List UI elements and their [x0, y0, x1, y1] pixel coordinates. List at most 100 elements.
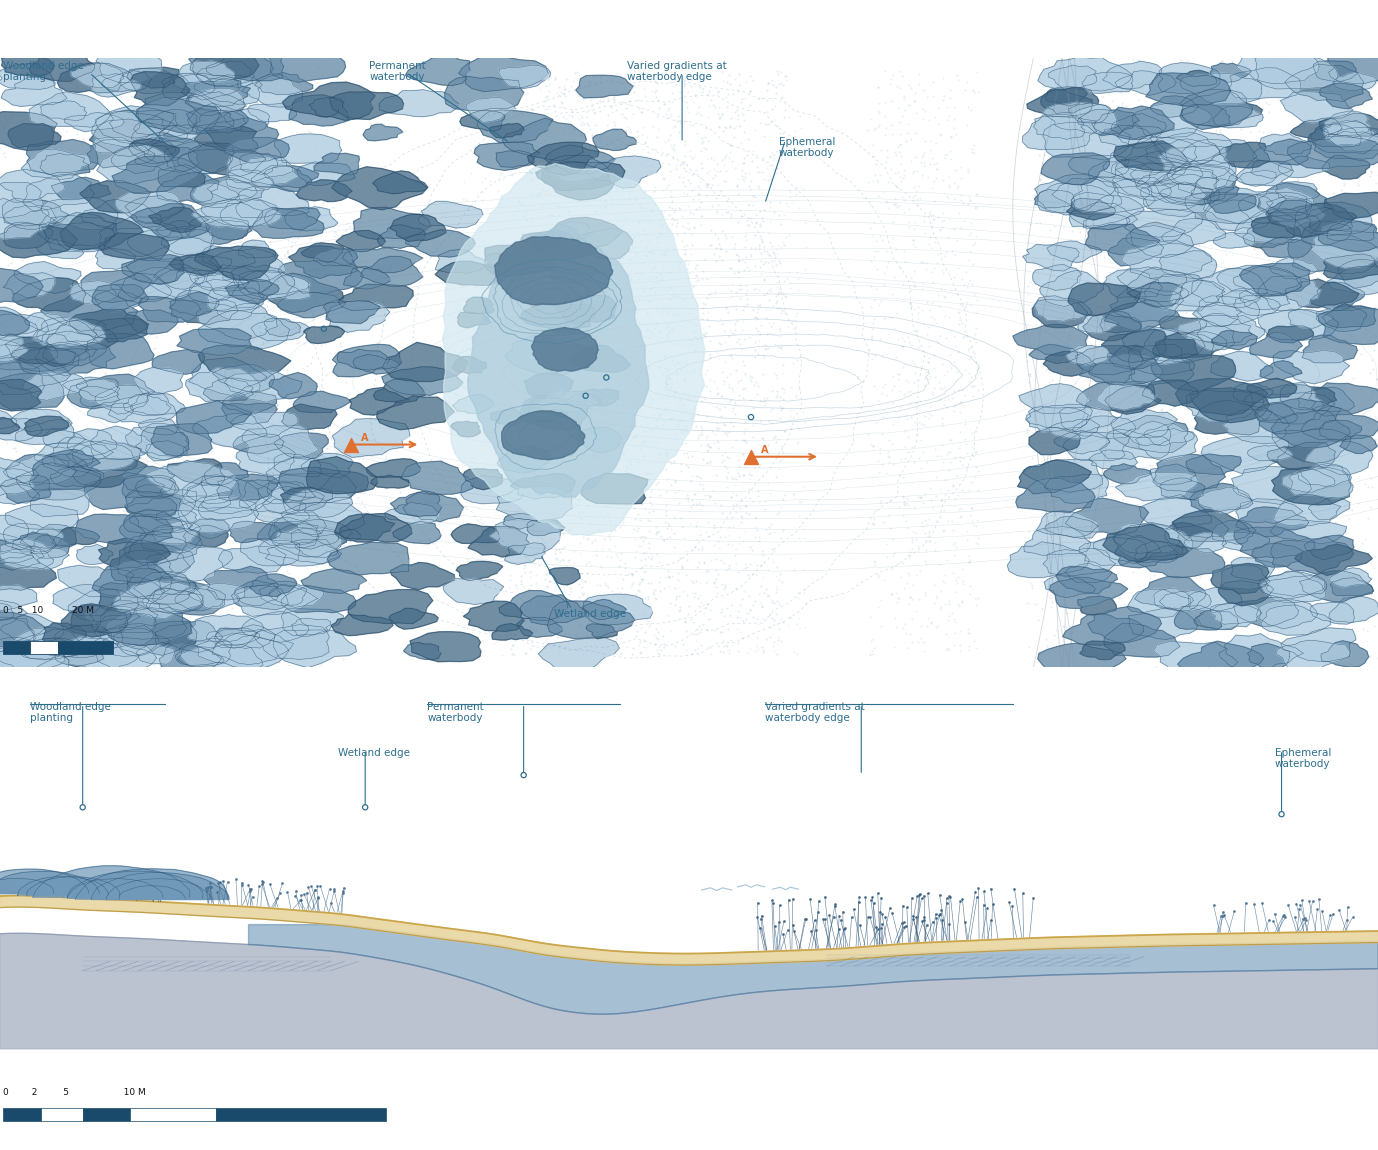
Point [633, 167, 655, 185]
Point [182, 438, 204, 457]
Point [1031, 512, 1053, 530]
Point [508, 524, 531, 543]
Point [0, 435, 18, 453]
Point [526, 332, 548, 351]
Point [908, 338, 930, 356]
Point [17, 85, 39, 104]
Point [732, 612, 754, 630]
Point [1049, 452, 1071, 470]
Point [1364, 407, 1378, 426]
Polygon shape [294, 391, 351, 413]
Point [1259, 191, 1282, 209]
Point [752, 446, 774, 465]
Polygon shape [119, 69, 174, 94]
Point [209, 393, 232, 412]
Point [169, 205, 192, 223]
Polygon shape [51, 177, 112, 200]
Point [834, 919, 856, 937]
Point [766, 244, 788, 262]
Polygon shape [18, 348, 76, 371]
Point [1180, 251, 1202, 269]
Point [703, 151, 725, 169]
Point [65, 141, 87, 160]
Polygon shape [1324, 192, 1378, 220]
Point [588, 315, 610, 334]
Point [508, 339, 531, 358]
Point [1153, 361, 1175, 380]
Point [276, 561, 298, 580]
Polygon shape [435, 250, 486, 274]
Point [1203, 896, 1225, 914]
Point [325, 636, 347, 654]
Polygon shape [1159, 251, 1217, 278]
Point [106, 346, 128, 365]
Point [225, 94, 247, 113]
Point [889, 79, 911, 98]
Point [732, 300, 754, 319]
Point [1257, 616, 1279, 635]
Point [533, 132, 555, 151]
Polygon shape [236, 444, 295, 475]
Point [573, 115, 595, 133]
Point [1084, 336, 1107, 354]
Point [227, 271, 249, 290]
Polygon shape [1287, 136, 1378, 169]
Point [540, 206, 562, 224]
Point [754, 397, 776, 415]
Point [1025, 596, 1047, 614]
Point [1276, 539, 1298, 558]
Point [222, 169, 244, 187]
Point [606, 271, 628, 290]
Point [747, 236, 769, 254]
Point [863, 552, 885, 570]
Point [333, 623, 356, 642]
Point [564, 486, 586, 505]
Point [759, 515, 781, 534]
Point [1277, 365, 1299, 383]
Point [510, 473, 532, 491]
Point [1180, 263, 1202, 282]
Point [599, 290, 621, 308]
Point [561, 338, 583, 356]
Point [259, 597, 281, 615]
Point [876, 258, 898, 276]
Point [938, 168, 960, 186]
Point [1075, 354, 1097, 373]
Point [1174, 459, 1196, 477]
Polygon shape [1268, 204, 1355, 237]
Polygon shape [382, 367, 463, 396]
Point [747, 907, 769, 926]
Polygon shape [178, 496, 259, 532]
Point [772, 337, 794, 355]
Point [1182, 498, 1204, 516]
Point [460, 163, 482, 182]
Point [1275, 135, 1297, 153]
Point [205, 99, 227, 117]
Point [143, 656, 165, 674]
Point [685, 485, 707, 504]
Point [733, 153, 755, 171]
Point [748, 281, 770, 299]
Point [1028, 256, 1050, 275]
Point [138, 137, 160, 155]
Point [752, 201, 774, 220]
Point [679, 225, 701, 244]
Point [539, 619, 561, 637]
Polygon shape [112, 145, 174, 174]
Point [1288, 232, 1310, 251]
Point [926, 154, 948, 172]
Point [776, 288, 798, 306]
Point [1312, 902, 1334, 920]
Point [506, 207, 528, 225]
Point [1237, 422, 1259, 440]
Point [161, 267, 183, 285]
Point [758, 314, 780, 332]
Point [273, 95, 295, 114]
Polygon shape [1175, 378, 1268, 415]
Polygon shape [0, 869, 88, 894]
Point [1090, 298, 1112, 316]
Point [1163, 468, 1185, 486]
Point [619, 332, 641, 351]
Point [513, 279, 535, 298]
Point [107, 235, 130, 253]
